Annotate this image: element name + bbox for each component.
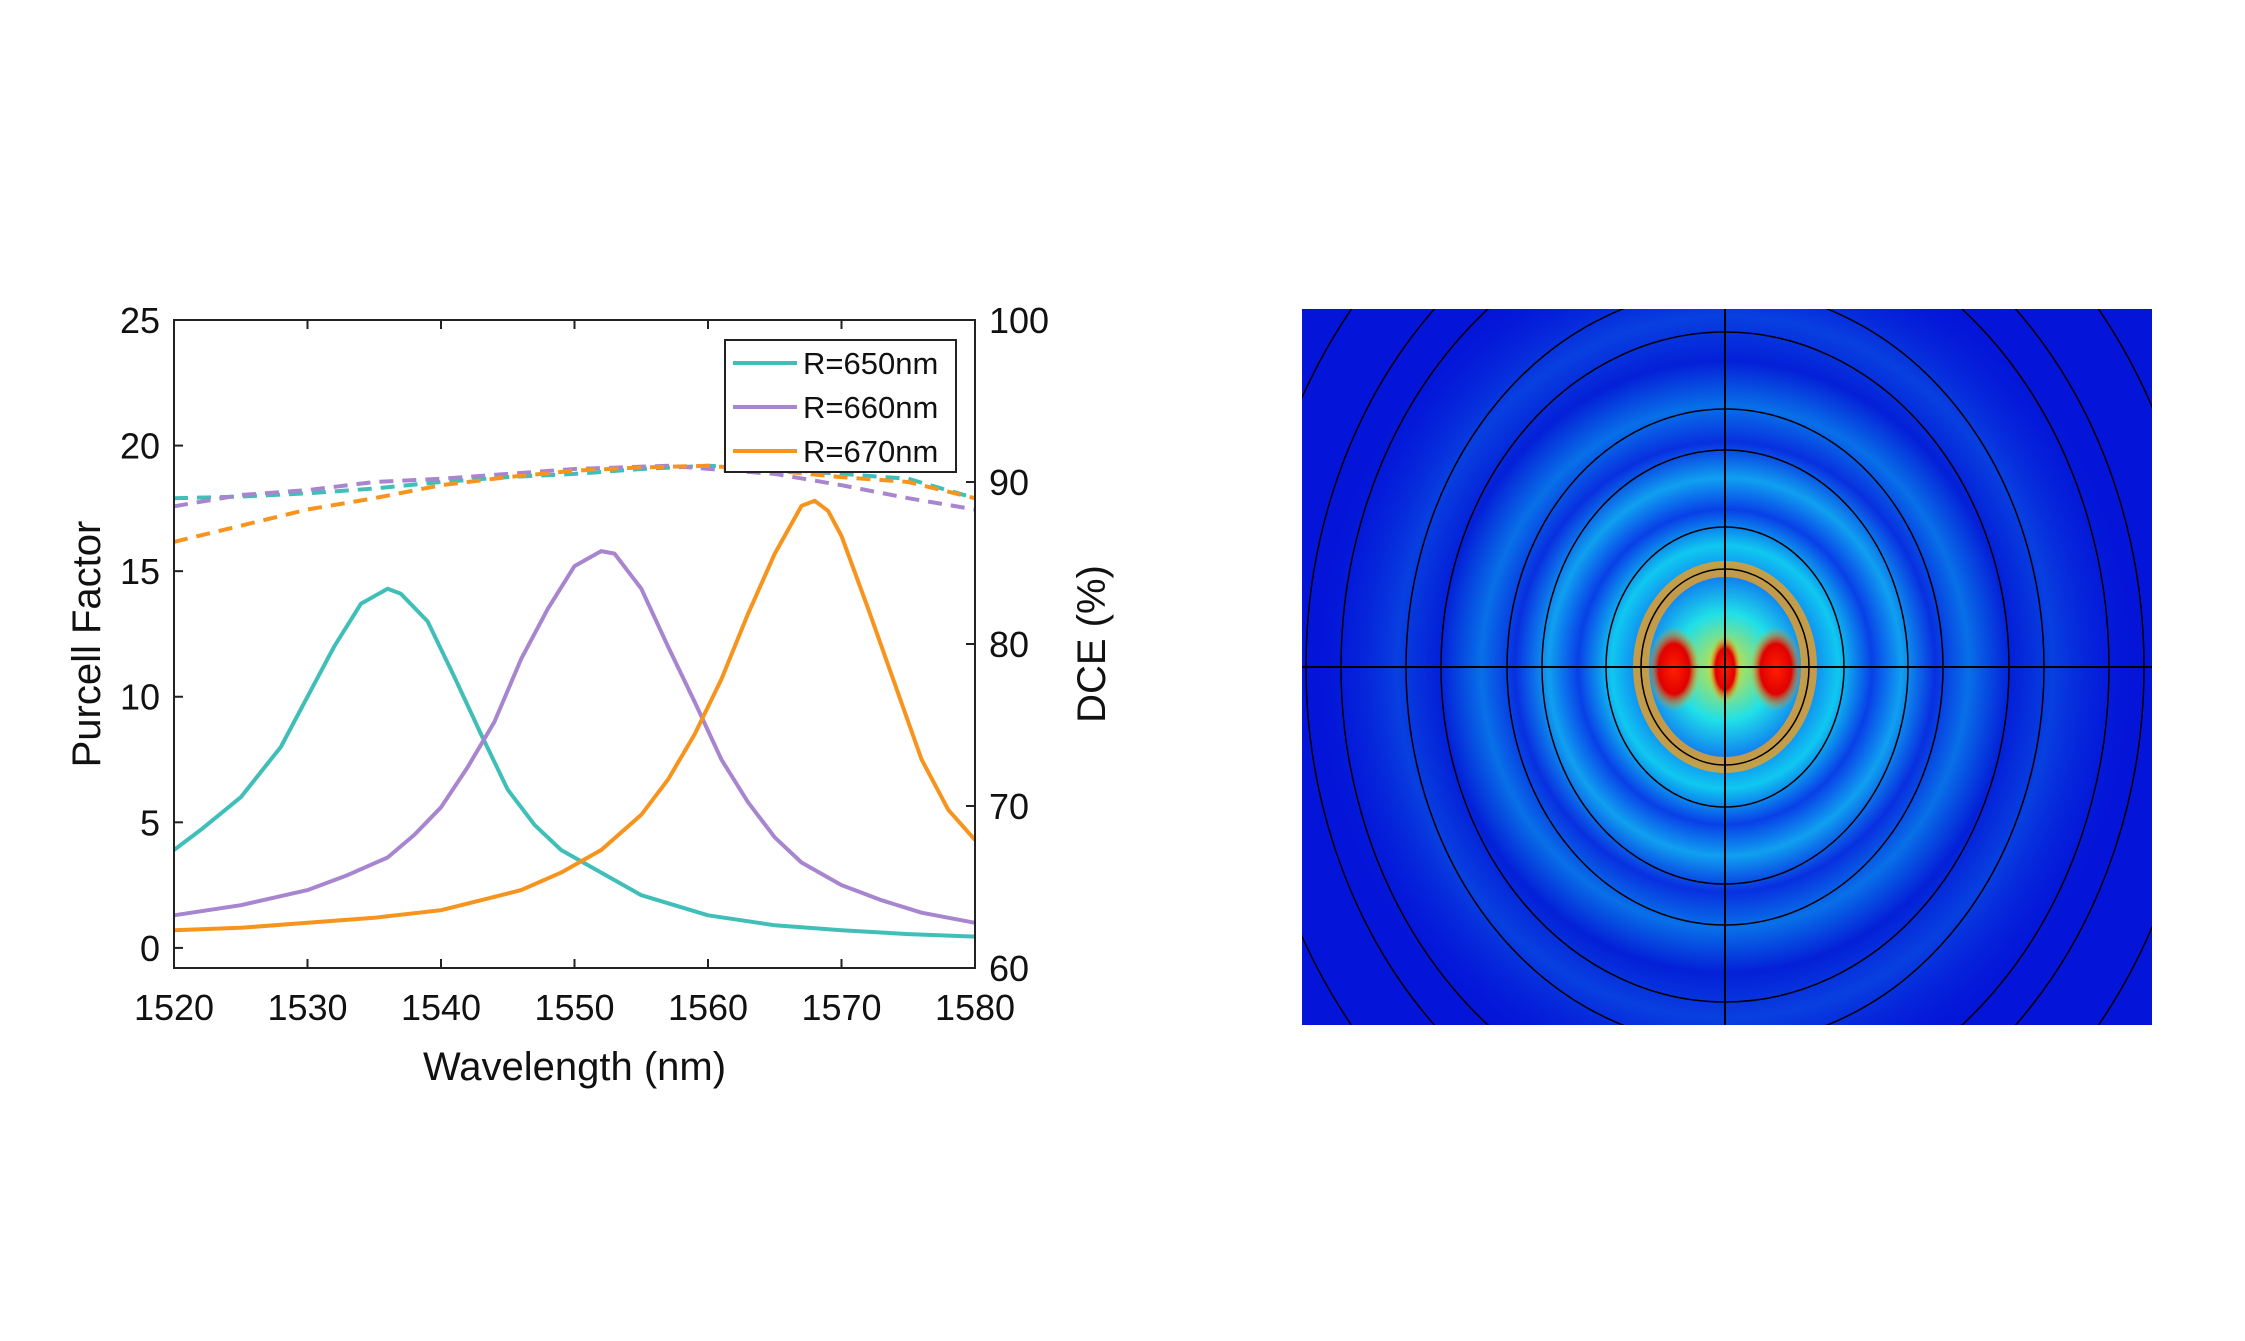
x-tick-label: 1560	[668, 987, 748, 1028]
heatmap-lobe-left	[1648, 627, 1700, 711]
y-tick-label: 25	[120, 300, 160, 341]
dce-line-r670	[173, 463, 976, 544]
legend-label: R=650nm	[803, 346, 938, 381]
y-tick-label: 10	[120, 677, 160, 718]
y-tick-label: 0	[140, 928, 160, 969]
purcell-line-r670	[173, 498, 977, 933]
field-intensity-map	[1302, 309, 2152, 1025]
purcell-line-r650	[172, 586, 976, 939]
x-axis-label: Wavelength (nm)	[423, 1045, 726, 1089]
y2-tick-label: 90	[989, 462, 1029, 503]
purcell-dce-chart: 1520 1530 1540 1550 1560 1570 1580051015202560…	[65, 300, 1114, 1089]
x-tick-label: 1570	[801, 987, 881, 1028]
legend-label: R=670nm	[803, 434, 938, 469]
plot-marks	[172, 463, 977, 939]
x-tick-label: 1550	[534, 987, 614, 1028]
dce-line-r650	[173, 463, 976, 501]
ticks: 1520 1530 1540 1550 1560 1570 1580051015202560…	[120, 300, 1049, 1028]
x-tick-label: 1520	[134, 987, 214, 1028]
y2-axis-label: DCE (%)	[1070, 565, 1114, 723]
y-axis-label: Purcell Factor	[65, 521, 109, 768]
x-tick-label: 1540	[401, 987, 481, 1028]
y2-tick-label: 80	[989, 624, 1029, 665]
y-tick-label: 5	[140, 802, 160, 843]
y2-tick-label: 70	[989, 786, 1029, 827]
x-tick-label: 1530	[267, 987, 347, 1028]
y-tick-label: 15	[120, 551, 160, 592]
heatmap-lobe-right	[1750, 627, 1802, 711]
y2-tick-label: 100	[989, 300, 1049, 341]
legend: R=650nm R=660nm R=670nm	[724, 339, 957, 473]
purcell-line-r660	[173, 549, 976, 925]
dce-line-r660	[173, 463, 976, 512]
x-tick-label: 1580	[935, 987, 1015, 1028]
y2-tick-label: 60	[989, 948, 1029, 989]
y-tick-label: 20	[120, 426, 160, 467]
legend-label: R=660nm	[803, 390, 938, 425]
